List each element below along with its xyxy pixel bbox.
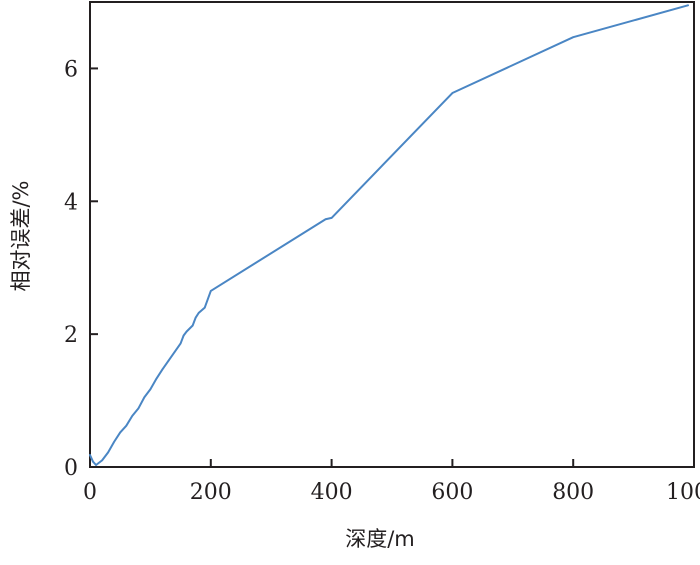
data-point xyxy=(119,431,121,434)
x-axis-label: 深度/m xyxy=(345,527,415,551)
x-tick-label: 400 xyxy=(311,480,353,505)
plot-frame xyxy=(89,1,695,468)
data-point xyxy=(194,316,197,319)
y-tick-label: 2 xyxy=(64,323,78,348)
data-point xyxy=(203,306,206,309)
data-point xyxy=(330,217,333,219)
data-point xyxy=(210,290,212,292)
y-tick-label: 0 xyxy=(64,456,78,481)
data-point xyxy=(113,440,115,443)
x-tick-label: 0 xyxy=(83,480,97,505)
data-point xyxy=(107,451,109,454)
y-axis-label: 相对误差/% xyxy=(9,180,33,291)
data-point xyxy=(197,312,200,314)
data-point xyxy=(185,330,188,333)
x-tick-label: 200 xyxy=(190,480,232,505)
data-point xyxy=(131,415,134,417)
data-point xyxy=(89,454,91,456)
data-point xyxy=(161,368,164,371)
data-point xyxy=(125,425,128,427)
data-point xyxy=(687,4,689,7)
data-point xyxy=(143,396,146,399)
data-point xyxy=(191,324,194,327)
data-point xyxy=(451,92,454,94)
data-point xyxy=(101,459,103,462)
data-point xyxy=(572,36,574,39)
y-tick-label: 4 xyxy=(64,190,78,215)
data-point xyxy=(179,342,182,345)
y-tick-label: 6 xyxy=(64,57,78,82)
x-tick-label: 800 xyxy=(552,480,594,505)
data-point xyxy=(324,218,327,221)
data-point xyxy=(155,377,158,380)
data-point xyxy=(149,388,152,391)
x-tick-label: 1000 xyxy=(666,480,700,505)
data-point xyxy=(182,334,185,337)
data-point xyxy=(167,359,170,362)
data-point xyxy=(173,351,176,353)
data-point xyxy=(95,464,97,466)
data-point xyxy=(92,460,94,463)
series-line xyxy=(89,4,689,467)
x-tick-label: 600 xyxy=(431,480,473,505)
data-point xyxy=(137,407,140,410)
